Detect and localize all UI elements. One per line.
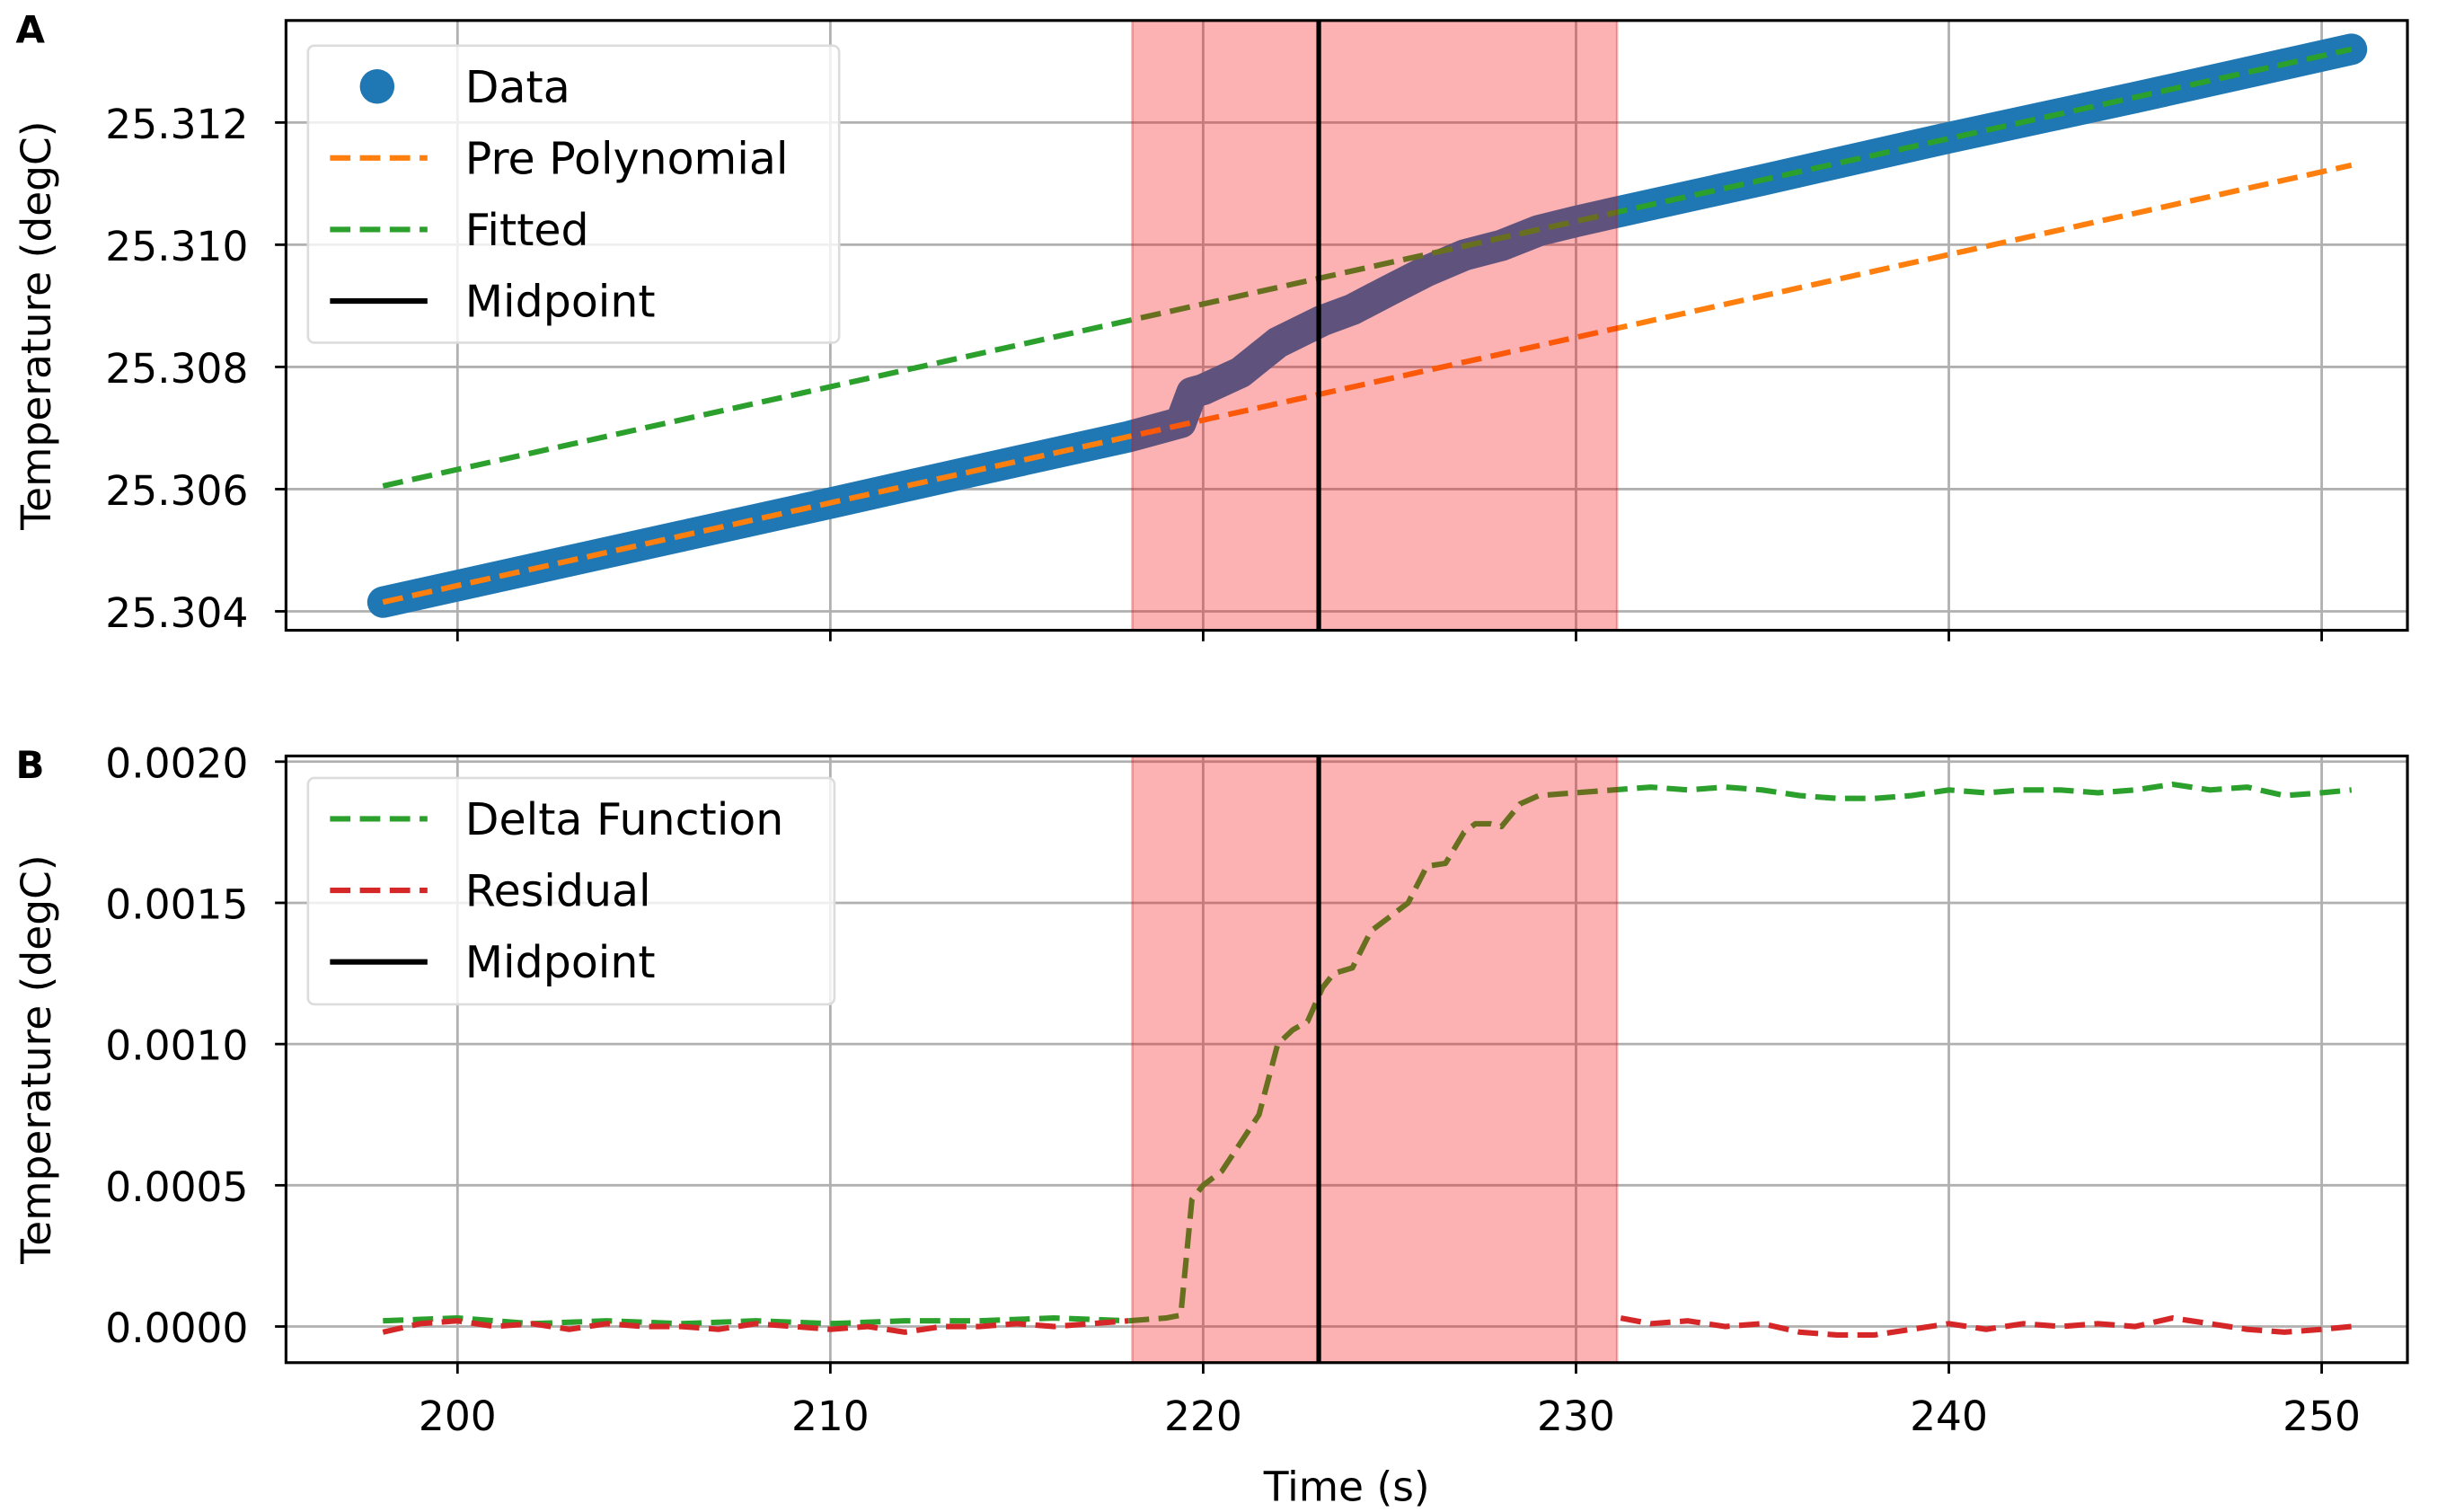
legend-label: Delta Function (465, 794, 784, 845)
y-tick-label: 0.0015 (105, 880, 248, 928)
x-tick-label: 220 (1164, 1393, 1242, 1440)
panel-label: B (15, 743, 44, 787)
panel-b: 200 210 220 230 240 250 0.0000 0.0005 0.0010 0.00… (13, 739, 2409, 1511)
x-tick-label: 230 (1537, 1393, 1615, 1440)
plot-area (382, 756, 2353, 1363)
x-tick-label: 210 (791, 1393, 870, 1440)
y-tick-label: 0.0010 (105, 1022, 248, 1070)
y-tick-label: 25.308 (105, 345, 248, 393)
series-line-residual (382, 1318, 1129, 1335)
x-tick-label: 200 (419, 1393, 497, 1440)
legend: Delta Function Residual Midpoint (306, 776, 836, 1006)
axes-frame (284, 19, 2409, 632)
plot-area (367, 20, 2368, 631)
legend-label: Data (465, 62, 570, 113)
y-tick-label: 25.310 (105, 223, 248, 270)
y-axis-label: Temperature (degC) (13, 120, 60, 530)
x-axis-label: Time (s) (1263, 1463, 1430, 1511)
x-tick-label: 250 (2283, 1393, 2361, 1440)
legend-box (306, 44, 841, 344)
shaded-region (1131, 756, 1619, 1363)
legend-label: Fitted (465, 205, 589, 256)
series-line-delta-function (383, 781, 2353, 1327)
y-tick-label: 25.304 (105, 589, 248, 637)
legend-marker (359, 69, 395, 104)
y-tick-label: 25.306 (105, 467, 248, 515)
series-line-fitted (382, 46, 2353, 489)
legend-label: Pre Polynomial (465, 133, 789, 184)
y-tick-label: 0.0005 (105, 1163, 248, 1211)
panel-label: A (15, 7, 45, 51)
x-tick-label: 240 (1910, 1393, 1988, 1440)
legend-label: Midpoint (465, 937, 656, 988)
legend-box (306, 776, 836, 1006)
legend-label: Midpoint (465, 277, 656, 328)
shaded-region (1131, 20, 1619, 631)
y-tick-label: 25.312 (105, 101, 248, 148)
y-tick-label: 0.0000 (105, 1304, 248, 1352)
y-tick-label: 0.0020 (105, 739, 248, 787)
series-line-pre-polynomial (382, 162, 2353, 606)
legend-label: Residual (465, 866, 651, 917)
y-axis-label: Temperature (degC) (13, 854, 60, 1264)
panel-a: 25.304 25.306 25.308 25.310 25.312 Data Pre Po… (13, 7, 2409, 641)
series-line-residual (1620, 1315, 2353, 1339)
axes-frame (284, 754, 2409, 1365)
legend: Data Pre Polynomial Fitted Midpoint (306, 44, 841, 344)
